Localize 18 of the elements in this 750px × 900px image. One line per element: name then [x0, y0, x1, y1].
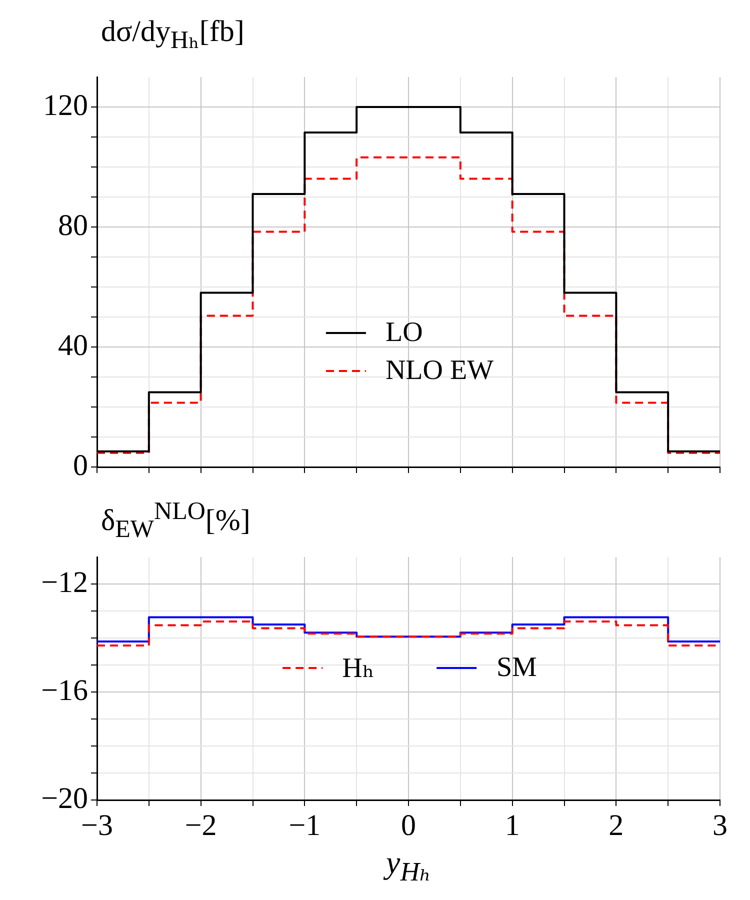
legend-label: SM	[496, 652, 537, 684]
y-tick-label: 80	[58, 208, 88, 242]
x-tick-label: −1	[288, 808, 321, 842]
x-tick-label: 3	[712, 808, 728, 842]
y-tick-label: 0	[73, 448, 88, 482]
x-tick-label: 0	[401, 808, 416, 842]
x-tick-label: 2	[608, 808, 624, 842]
y-tick-label: 120	[43, 88, 88, 122]
chart-title: dσ/dy$_{Hₕ}$[fb]	[100, 14, 246, 56]
y-tick-label: −12	[41, 566, 88, 599]
y-tick-label: 40	[58, 328, 88, 362]
x-tick-label: 1	[504, 808, 520, 842]
x-tick-label: −2	[184, 808, 217, 842]
legend-label: LO	[385, 317, 423, 349]
legend-label: NLO EW	[385, 355, 494, 387]
y-axis-title: δ$_{EW}$$^{NLO}$[%]	[100, 497, 252, 543]
legend-label: Hₕ	[342, 652, 374, 684]
y-tick-label: −16	[41, 674, 88, 707]
